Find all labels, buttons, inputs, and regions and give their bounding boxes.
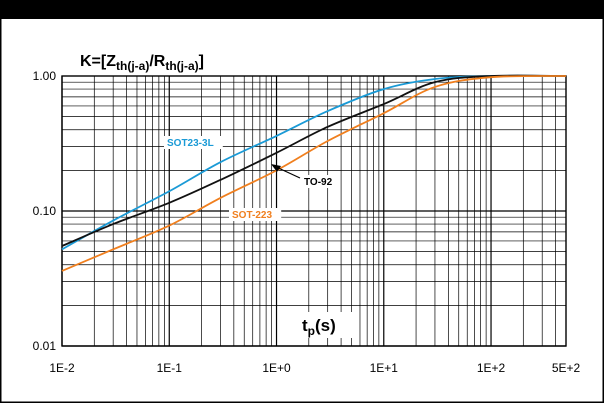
series-line-to-92 <box>61 74 567 247</box>
x-tick-label: 5E+2 <box>552 361 581 375</box>
series-label-to-92: TO-92 <box>304 177 333 188</box>
y-tick-label: 0.10 <box>33 204 57 218</box>
title-den-sub: th(j-a) <box>165 59 198 73</box>
xlabel-sub: p <box>308 324 315 338</box>
xlabel-background <box>298 312 352 338</box>
series-line-sot-223 <box>61 75 567 272</box>
series-line-sot23-3l <box>61 74 567 251</box>
series-label-bg-to-92 <box>301 175 340 188</box>
xlabel-t: t <box>302 316 308 335</box>
y-tick-label: 0.01 <box>33 339 57 353</box>
series-label-sot23-3l: SOT23-3L <box>167 138 214 149</box>
title-k: K=[Z <box>80 53 116 70</box>
title-slash: /R <box>149 53 165 70</box>
to92-pointer-head <box>271 164 281 172</box>
y-tick-label: 1.00 <box>33 69 57 83</box>
title-num-sub: th(j-a) <box>116 59 149 73</box>
title-close: ] <box>199 53 204 70</box>
series-layer <box>61 74 567 272</box>
x-axis-label: tp(s) <box>302 316 336 338</box>
grid-layer <box>61 75 567 347</box>
plot-border <box>61 75 567 347</box>
x-tick-label: 1E+1 <box>370 361 399 375</box>
x-tick-label: 1E-2 <box>49 361 75 375</box>
x-tick-label: 1E+0 <box>262 361 291 375</box>
series-label-bg-sot23-3l <box>164 136 223 149</box>
label-layer: SOT23-3L TO-92 SOT-223 <box>164 136 340 221</box>
series-label-bg-sot-223 <box>229 208 282 221</box>
tick-layer: 1E-2 1E-1 1E+0 1E+1 1E+2 5E+2 0.01 0.10 1.00 <box>33 69 581 375</box>
xlabel-unit: (s) <box>315 316 336 335</box>
x-tick-label: 1E+2 <box>477 361 506 375</box>
chart-title: K=[Zth(j-a)/Rth(j-a)] <box>80 53 204 73</box>
x-tick-label: 1E-1 <box>157 361 183 375</box>
header-band <box>0 0 604 19</box>
series-label-sot-223: SOT-223 <box>232 210 272 221</box>
